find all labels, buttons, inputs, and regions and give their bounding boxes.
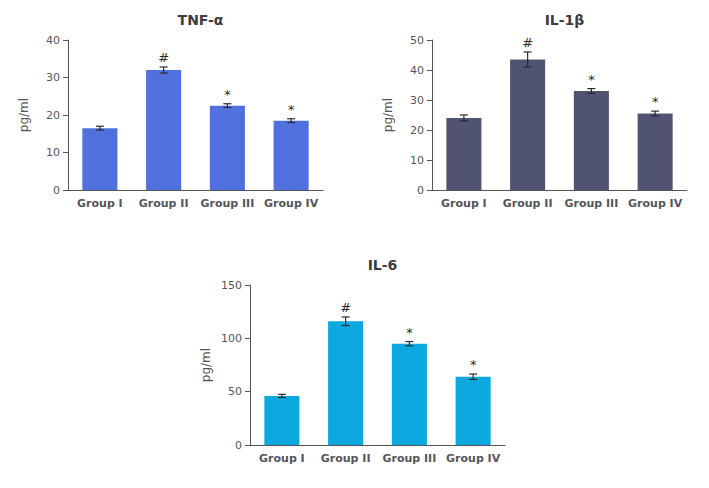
svg-text:0: 0 (235, 439, 242, 452)
svg-text:Group II: Group II (321, 452, 371, 465)
svg-text:30: 30 (410, 94, 424, 107)
svg-text:*: * (470, 357, 477, 372)
svg-text:50: 50 (228, 385, 242, 398)
svg-text:40: 40 (46, 34, 60, 47)
svg-text:Group I: Group I (441, 197, 487, 210)
svg-text:*: * (288, 102, 295, 117)
svg-text:#: # (340, 300, 351, 315)
svg-text:0: 0 (53, 184, 60, 197)
svg-text:*: * (652, 94, 659, 109)
svg-text:Group III: Group III (382, 452, 436, 465)
svg-text:*: * (588, 72, 595, 87)
svg-text:#: # (158, 50, 169, 65)
svg-text:Group II: Group II (139, 197, 189, 210)
svg-text:Group IV: Group IV (264, 197, 319, 210)
svg-text:Group IV: Group IV (628, 197, 683, 210)
svg-text:#: # (522, 35, 533, 50)
svg-text:50: 50 (410, 34, 424, 47)
svg-text:150: 150 (221, 279, 242, 292)
svg-text:Group II: Group II (503, 197, 553, 210)
svg-text:Group IV: Group IV (446, 452, 501, 465)
svg-text:*: * (406, 325, 413, 340)
svg-text:40: 40 (410, 64, 424, 77)
svg-text:Group III: Group III (200, 197, 254, 210)
svg-text:10: 10 (410, 154, 424, 167)
svg-text:20: 20 (410, 124, 424, 137)
svg-text:100: 100 (221, 332, 242, 345)
svg-text:Group I: Group I (259, 452, 305, 465)
svg-text:30: 30 (46, 71, 60, 84)
svg-text:pg/ml: pg/ml (17, 98, 31, 132)
svg-text:Group I: Group I (77, 197, 123, 210)
svg-text:20: 20 (46, 109, 60, 122)
svg-text:TNF-α: TNF-α (178, 12, 224, 28)
svg-text:0: 0 (417, 184, 424, 197)
svg-text:Group III: Group III (564, 197, 618, 210)
svg-text:*: * (224, 87, 231, 102)
svg-text:10: 10 (46, 146, 60, 159)
svg-text:pg/ml: pg/ml (381, 98, 395, 132)
svg-text:IL-6: IL-6 (368, 257, 398, 273)
svg-text:pg/ml: pg/ml (199, 348, 213, 382)
svg-text:IL-1β: IL-1β (545, 12, 585, 28)
